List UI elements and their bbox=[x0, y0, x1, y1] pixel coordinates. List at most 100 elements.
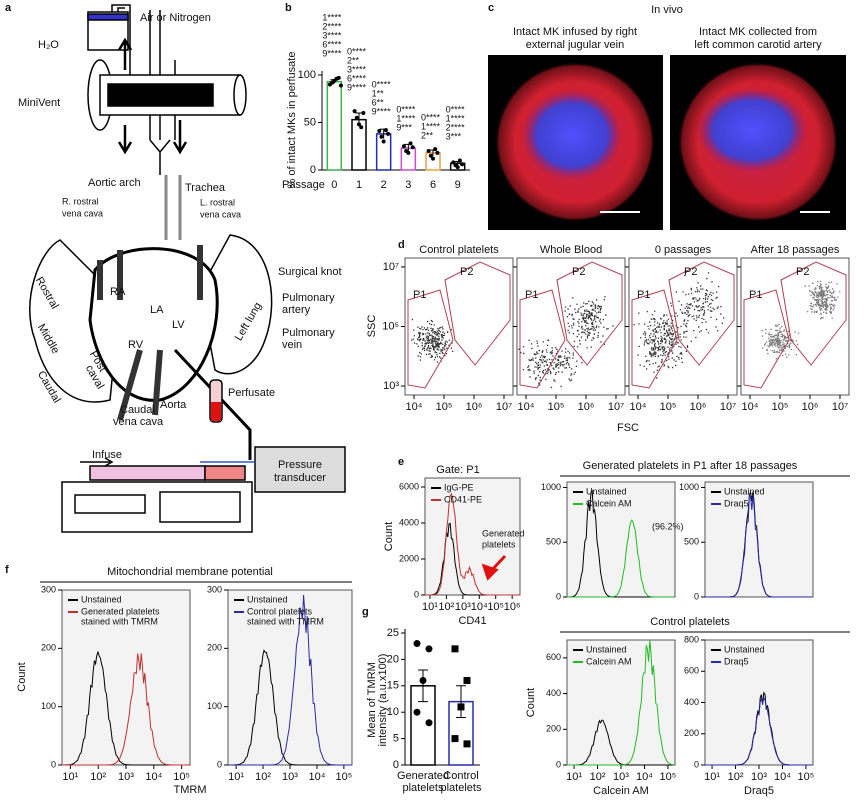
label: 10⁷ bbox=[383, 261, 399, 273]
label: Trachea bbox=[185, 182, 226, 194]
histogram-curve bbox=[567, 719, 674, 766]
label: 10⁴ bbox=[145, 771, 162, 783]
label: Generated platelets bbox=[81, 606, 160, 616]
label: R. rostral bbox=[62, 196, 99, 206]
label: g bbox=[362, 606, 369, 618]
plot-frame bbox=[566, 639, 676, 766]
label: 9**** bbox=[322, 48, 342, 58]
label: Draq5 bbox=[724, 656, 749, 666]
label: P1 bbox=[413, 289, 426, 301]
label: % of intact MKs in perfusate bbox=[286, 52, 298, 189]
label: 100 bbox=[41, 701, 56, 711]
label: RA bbox=[110, 286, 126, 298]
label: H₂O bbox=[38, 39, 59, 51]
data-point bbox=[460, 162, 465, 167]
label: 1**** bbox=[446, 113, 466, 123]
label: 2**** bbox=[446, 122, 466, 132]
label: Control bbox=[443, 770, 478, 782]
label: CD41-PE bbox=[444, 494, 482, 504]
label: 10⁶ bbox=[504, 601, 521, 613]
label: 2** bbox=[421, 130, 434, 140]
label: 400 bbox=[684, 697, 699, 707]
label: 10⁷ bbox=[496, 401, 512, 413]
data-point bbox=[451, 160, 456, 165]
data-point bbox=[451, 735, 459, 743]
label: 15 bbox=[387, 680, 399, 692]
label: 3**** bbox=[347, 64, 367, 74]
label: Mitochondrial membrane potential bbox=[107, 566, 273, 578]
label: 10⁵ bbox=[436, 401, 453, 413]
label: Draq5 bbox=[744, 785, 774, 797]
histogram-curve bbox=[228, 594, 352, 766]
label: 0 bbox=[217, 759, 222, 769]
label: Draq5 bbox=[724, 498, 749, 508]
label: platelets bbox=[403, 782, 444, 794]
label: Aortic arch bbox=[88, 177, 141, 189]
label: P2 bbox=[796, 266, 809, 278]
label: e bbox=[398, 456, 404, 468]
label: 10² bbox=[255, 771, 271, 783]
label: 10¹ bbox=[62, 771, 78, 783]
data-point bbox=[463, 677, 471, 685]
label: 3*** bbox=[446, 131, 462, 141]
label: 0**** bbox=[372, 79, 392, 89]
label: 10³ bbox=[751, 771, 767, 783]
label: 200 bbox=[684, 728, 699, 738]
label: 1 bbox=[356, 179, 362, 191]
label: 10² bbox=[590, 771, 606, 783]
label: LA bbox=[150, 304, 164, 316]
bar bbox=[326, 80, 343, 171]
label: 200 bbox=[207, 643, 222, 653]
label: Mean of TMRM bbox=[366, 662, 378, 738]
label: vena cava bbox=[200, 209, 241, 219]
label: 600 bbox=[546, 652, 561, 662]
label: Unstained bbox=[586, 486, 627, 496]
label: 10⁴ bbox=[406, 401, 423, 413]
label: 10³ bbox=[118, 771, 134, 783]
label: After 18 passages bbox=[751, 244, 840, 256]
label: Pressure bbox=[278, 459, 322, 471]
gate-p2 bbox=[668, 261, 735, 366]
data-point bbox=[426, 149, 431, 153]
label: 200 bbox=[41, 643, 56, 653]
gate-p1 bbox=[519, 289, 566, 389]
annotation-arrow bbox=[481, 554, 507, 581]
data-point bbox=[431, 156, 435, 161]
label: Air or Nitrogen bbox=[140, 12, 211, 24]
label: 0 bbox=[393, 759, 399, 771]
label: 3 bbox=[405, 179, 411, 191]
label: b bbox=[285, 2, 292, 14]
label: f bbox=[5, 564, 9, 576]
data-point bbox=[401, 144, 406, 149]
label: 0 bbox=[51, 759, 56, 769]
label: 10⁵ bbox=[173, 771, 190, 783]
label: 0**** bbox=[446, 104, 466, 114]
label: Count bbox=[16, 662, 28, 691]
label: Unstained bbox=[247, 594, 288, 604]
label: Calcein AM bbox=[586, 656, 632, 666]
label: Control platelets bbox=[247, 606, 313, 616]
label: 10⁵ bbox=[487, 601, 504, 613]
data-point bbox=[425, 645, 433, 653]
label: 10⁵ bbox=[660, 401, 677, 413]
data-point bbox=[383, 128, 388, 133]
label: 20 bbox=[387, 653, 399, 665]
data-point bbox=[463, 740, 471, 748]
label: Control platelets bbox=[419, 244, 499, 256]
label: 10⁶ bbox=[578, 401, 595, 413]
micrographs bbox=[488, 55, 846, 230]
label: 1**** bbox=[421, 121, 441, 131]
histogram-curve bbox=[567, 640, 674, 766]
label: 2 bbox=[381, 179, 387, 191]
label: d bbox=[398, 239, 405, 251]
label: Unstained bbox=[81, 594, 122, 604]
label: 10⁵ bbox=[798, 771, 815, 783]
data-point bbox=[408, 141, 413, 146]
plot-frame bbox=[404, 257, 514, 396]
label: Generated bbox=[482, 528, 525, 538]
label: 0 bbox=[694, 759, 699, 769]
gate-p2 bbox=[444, 261, 511, 366]
label: P2 bbox=[572, 266, 585, 278]
label: Perfusate bbox=[228, 387, 275, 399]
label: 0**** bbox=[421, 112, 441, 122]
